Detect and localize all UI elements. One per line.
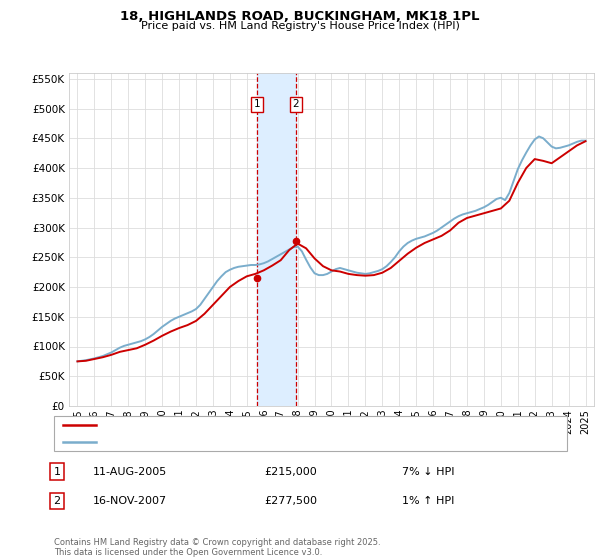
Bar (257, 73, 296, 406)
Text: 7% ↓ HPI: 7% ↓ HPI (402, 466, 455, 477)
Text: 18, HIGHLANDS ROAD, BUCKINGHAM, MK18 1PL (semi-detached house): 18, HIGHLANDS ROAD, BUCKINGHAM, MK18 1PL… (102, 421, 461, 431)
Text: £215,000: £215,000 (264, 466, 317, 477)
Text: 2: 2 (53, 496, 61, 506)
Text: 1% ↑ HPI: 1% ↑ HPI (402, 496, 454, 506)
Text: 1: 1 (254, 100, 260, 109)
Text: 11-AUG-2005: 11-AUG-2005 (93, 466, 167, 477)
Text: 18, HIGHLANDS ROAD, BUCKINGHAM, MK18 1PL: 18, HIGHLANDS ROAD, BUCKINGHAM, MK18 1PL (120, 10, 480, 23)
Text: £277,500: £277,500 (264, 496, 317, 506)
Text: Price paid vs. HM Land Registry's House Price Index (HPI): Price paid vs. HM Land Registry's House … (140, 21, 460, 31)
Text: HPI: Average price, semi-detached house, Buckinghamshire: HPI: Average price, semi-detached house,… (102, 437, 401, 447)
Text: 2: 2 (292, 100, 299, 109)
Text: Contains HM Land Registry data © Crown copyright and database right 2025.
This d: Contains HM Land Registry data © Crown c… (54, 538, 380, 557)
Text: 16-NOV-2007: 16-NOV-2007 (93, 496, 167, 506)
Text: 1: 1 (53, 466, 61, 477)
